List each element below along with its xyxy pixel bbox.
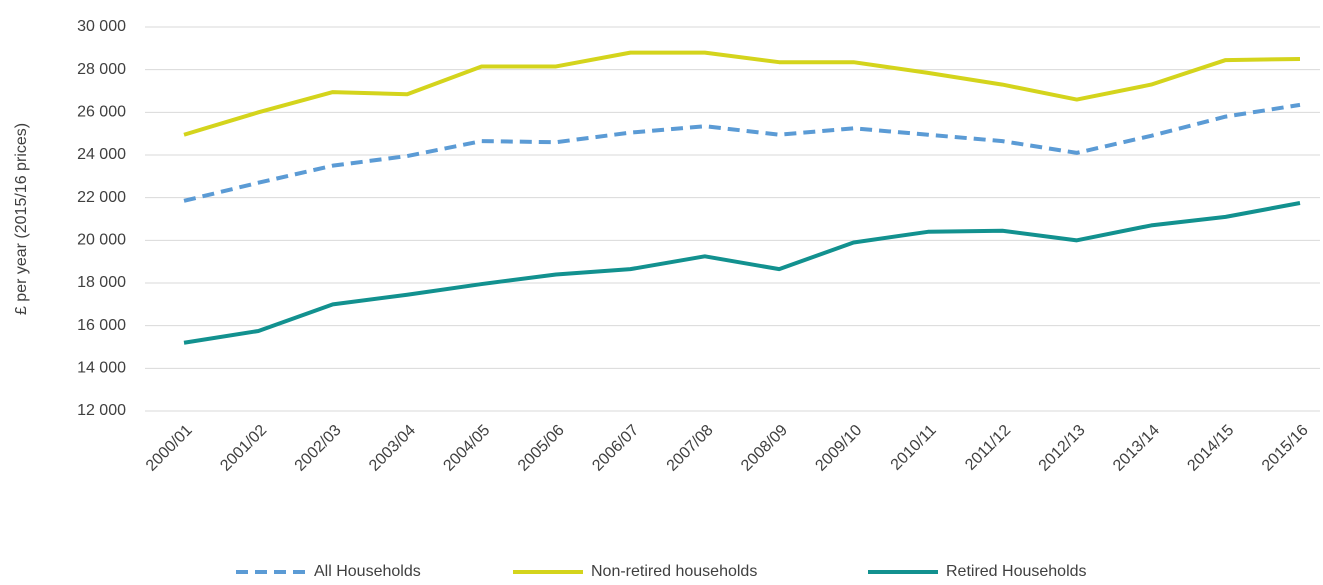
y-tick-label: 30 000 xyxy=(77,18,126,35)
legend-label: All Households xyxy=(314,563,421,580)
x-tick-label: 2006/07 xyxy=(589,422,642,475)
y-tick-label: 22 000 xyxy=(77,189,126,206)
legend-label: Retired Households xyxy=(946,563,1087,580)
x-tick-label: 2004/05 xyxy=(440,422,493,475)
x-tick-label: 2007/08 xyxy=(664,422,717,475)
y-tick-label: 24 000 xyxy=(77,146,126,163)
x-tick-label: 2010/11 xyxy=(888,422,940,474)
x-tick-label: 2013/14 xyxy=(1110,422,1163,475)
x-tick-label: 2011/12 xyxy=(962,422,1014,474)
x-tick-label: 2003/04 xyxy=(366,422,419,475)
x-tick-label: 2015/16 xyxy=(1259,422,1312,475)
x-tick-label: 2001/02 xyxy=(217,422,270,475)
y-axis-label: £ per year (2015/16 prices) xyxy=(13,123,30,315)
x-tick-label: 2009/10 xyxy=(812,422,865,475)
y-tick-label: 18 000 xyxy=(77,274,126,291)
x-tick-label: 2008/09 xyxy=(738,422,791,475)
x-tick-label: 2014/15 xyxy=(1184,422,1237,475)
x-tick-label: 2000/01 xyxy=(143,422,196,475)
y-tick-label: 26 000 xyxy=(77,104,126,121)
y-tick-label: 14 000 xyxy=(77,360,126,377)
legend-label: Non-retired households xyxy=(591,563,757,580)
y-tick-label: 12 000 xyxy=(77,402,126,419)
series-line xyxy=(183,201,1301,345)
x-tick-label: 2005/06 xyxy=(515,422,568,475)
y-tick-label: 28 000 xyxy=(77,61,126,78)
series-line xyxy=(183,50,1301,137)
x-tick-label: 2002/03 xyxy=(292,422,345,475)
y-tick-label: 20 000 xyxy=(77,232,126,249)
x-tick-label: 2012/13 xyxy=(1036,422,1089,475)
y-tick-label: 16 000 xyxy=(77,317,126,334)
series-line xyxy=(183,102,1301,203)
